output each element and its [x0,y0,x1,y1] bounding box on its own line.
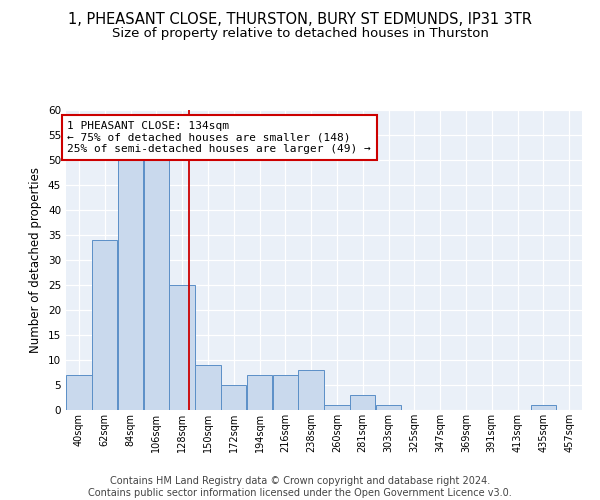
Bar [195,365,221,410]
Bar [272,375,298,410]
Bar [92,240,118,410]
Bar [376,405,401,410]
Bar [324,405,350,410]
Bar [247,375,272,410]
Bar [298,370,324,410]
Bar [118,160,143,410]
Text: Contains HM Land Registry data © Crown copyright and database right 2024.
Contai: Contains HM Land Registry data © Crown c… [88,476,512,498]
Bar [169,285,195,410]
Text: Size of property relative to detached houses in Thurston: Size of property relative to detached ho… [112,28,488,40]
Text: 1, PHEASANT CLOSE, THURSTON, BURY ST EDMUNDS, IP31 3TR: 1, PHEASANT CLOSE, THURSTON, BURY ST EDM… [68,12,532,28]
Bar [66,375,92,410]
Bar [530,405,556,410]
Bar [350,395,376,410]
Y-axis label: Number of detached properties: Number of detached properties [29,167,43,353]
Text: 1 PHEASANT CLOSE: 134sqm
← 75% of detached houses are smaller (148)
25% of semi-: 1 PHEASANT CLOSE: 134sqm ← 75% of detach… [67,121,371,154]
Bar [221,385,247,410]
Bar [143,160,169,410]
